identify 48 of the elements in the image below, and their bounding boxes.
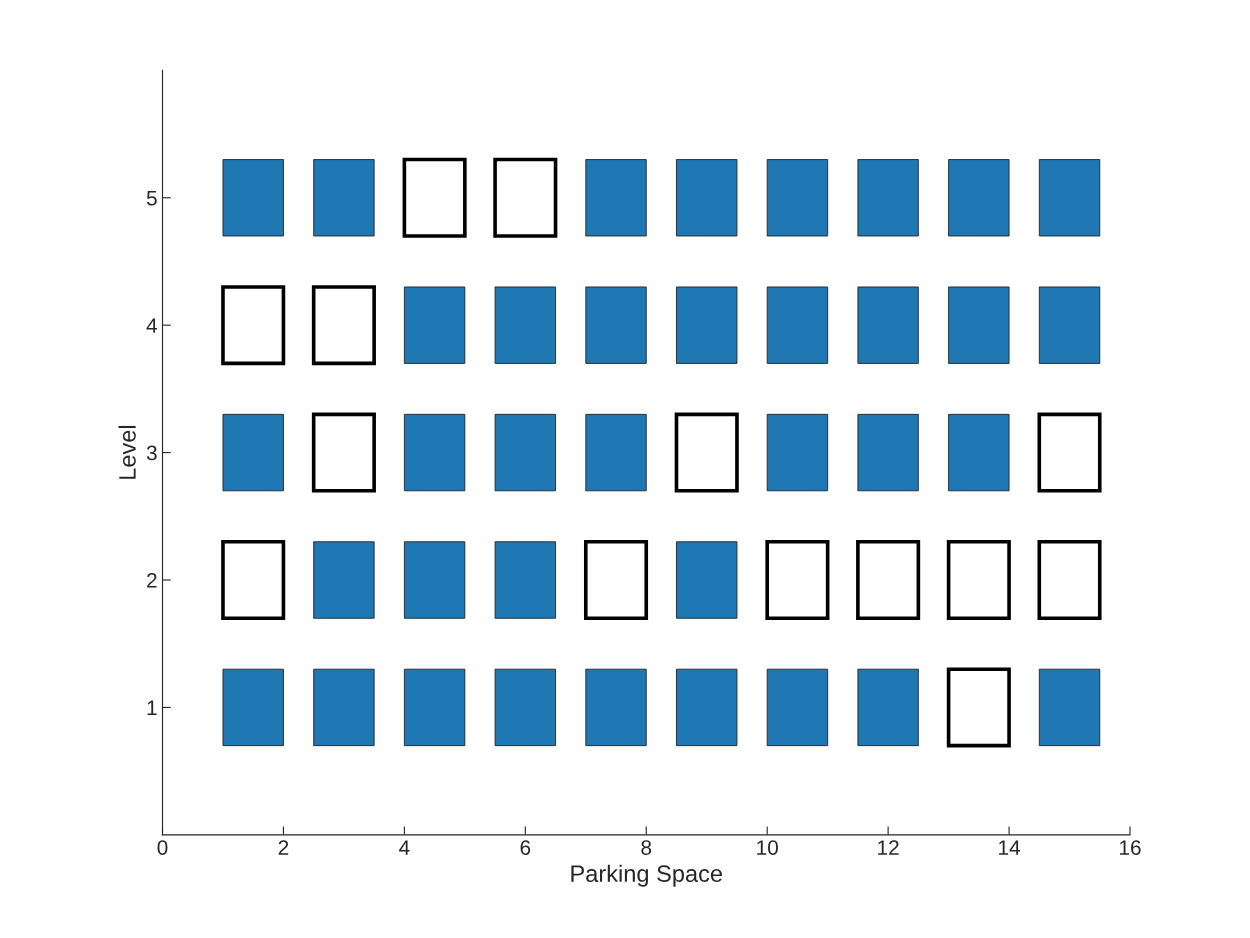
bar [676,159,738,237]
bar [222,159,284,237]
bar [222,668,284,747]
y-tick-label: 2 [147,573,157,588]
bar [676,286,738,364]
bar [403,286,466,364]
bar [766,286,829,364]
bar [948,413,1010,492]
x-tick-label: 10 [757,840,778,855]
bar [585,413,647,492]
bar [494,413,556,492]
x-axis-title: Parking Space [571,864,722,887]
bar [313,668,375,747]
bar [857,286,919,364]
bar [403,668,466,747]
bar [948,159,1010,237]
y-tick-label: 1 [147,700,157,715]
x-tick-label: 8 [641,840,652,855]
bar [766,413,829,492]
bar [1038,286,1101,364]
bar [585,159,647,237]
bar [676,668,738,747]
bar [494,668,556,747]
bar [1038,668,1101,747]
x-tick-label: 14 [999,840,1021,855]
x-tick-label: 0 [157,840,168,855]
y-tick-label: 4 [146,318,158,333]
x-tick-label: 16 [1120,840,1141,855]
bar [766,668,829,747]
bar [494,286,556,364]
bar [857,668,919,747]
bar [857,159,919,237]
bar [857,413,919,492]
bar [222,413,284,492]
bar [948,286,1010,364]
bar [766,159,829,237]
y-tick-label: 3 [146,445,157,461]
bar [585,668,647,747]
x-tick-label: 12 [878,840,899,855]
bar [313,159,375,237]
bar [403,413,466,492]
x-tick-label: 2 [278,840,289,855]
x-tick-label: 4 [399,840,410,855]
bar [1038,159,1101,237]
y-axis-title: Level [118,425,136,479]
bar [585,286,647,364]
x-tick-label: 6 [520,840,531,855]
y-tick-label: 5 [146,190,157,206]
